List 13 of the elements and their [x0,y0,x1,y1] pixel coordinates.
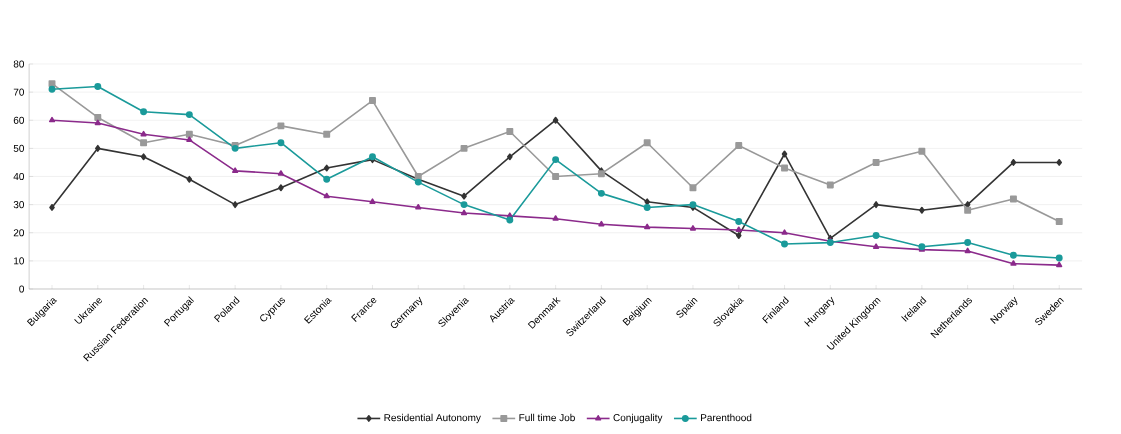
legend-label: Full time Job [519,413,575,422]
legend-label: Conjugality [613,413,663,424]
y-tick-label: 0 [19,285,25,293]
legend-label: Residential Autonomy [384,413,481,424]
y-tick-label: 50 [13,144,25,152]
y-tick-label: 40 [13,172,25,181]
y-tick-label: 80 [13,60,25,68]
y-tick-label: 30 [13,201,25,209]
legend-label: Parenthood [701,413,752,422]
y-tick-label: 70 [13,88,25,96]
y-tick-label: 10 [14,257,25,265]
y-tick-label: 60 [13,116,25,124]
y-tick-label: 20 [13,229,25,237]
